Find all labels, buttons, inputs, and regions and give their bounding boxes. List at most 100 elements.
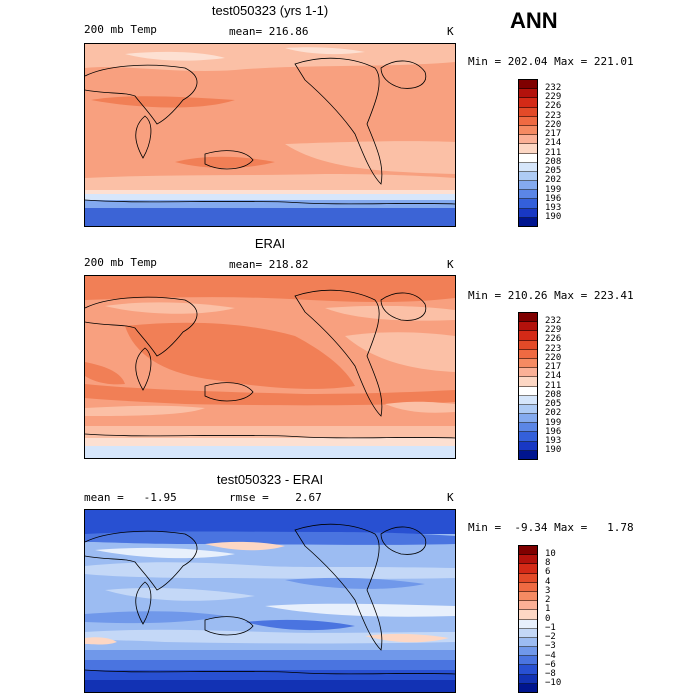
colorbar-tick-label: 3 (545, 585, 551, 596)
colorbar-swatch (519, 656, 537, 666)
colorbar-tick-label: 229 (545, 325, 562, 335)
colorbar-tick-label: 223 (545, 110, 562, 121)
colorbar-swatch (519, 377, 537, 387)
colorbar-swatch (519, 116, 537, 126)
panel-diff-minmax: Min = -9.34 Max = 1.78 (468, 521, 634, 534)
colorbar-swatch (519, 349, 537, 359)
colorbar-tick-label: 0 (545, 613, 551, 624)
colorbar-tick-label: 1 (545, 604, 551, 615)
colorbar-swatch (519, 591, 537, 602)
colorbar-tick-label: 220 (545, 119, 562, 130)
colorbar-swatch (519, 610, 537, 620)
colorbar-tick-label: 211 (545, 380, 562, 391)
colorbar-tick-label: 211 (545, 147, 562, 158)
colorbar-swatch (519, 368, 537, 378)
colorbar-swatch (519, 217, 537, 226)
colorbar-tick-label: −4 (545, 650, 556, 661)
colorbar-swatch (519, 162, 537, 172)
colorbar-swatch (519, 181, 537, 191)
colorbar-swatch (519, 199, 537, 209)
colorbar-swatch (519, 637, 537, 648)
colorbar-tick-label: 223 (545, 343, 562, 354)
colorbar-tick-label: 193 (545, 436, 562, 446)
colorbar-tick-label: 196 (545, 426, 562, 437)
colorbar-swatch (519, 89, 537, 99)
colorbar-tick-label: 226 (545, 101, 562, 112)
panel-model-field-label: 200 mb Temp (84, 23, 157, 36)
panel-obs-unit-label: K (447, 258, 454, 271)
colorbar-tick-label: 229 (545, 92, 562, 102)
colorbar-swatch (519, 573, 537, 583)
colorbar-tick-label: 232 (545, 82, 562, 93)
colorbar-tick-label: 220 (545, 352, 562, 363)
colorbar-tick-label: 205 (545, 399, 562, 409)
colorbar-swatch (519, 423, 537, 433)
colorbar-swatch (519, 564, 537, 574)
colorbar-swatch (519, 358, 537, 369)
colorbar-tick-label: 214 (545, 138, 562, 149)
colorbar-swatch (519, 619, 537, 629)
panel-obs-field-label: 200 mb Temp (84, 256, 157, 269)
colorbar-swatch (519, 683, 537, 692)
colorbar-tick-label: 10 (545, 548, 556, 559)
colorbar-swatch (519, 404, 537, 415)
colorbar-swatch (519, 144, 537, 154)
colorbar-swatch (519, 674, 537, 684)
colorbar-swatch (519, 647, 537, 657)
colorbar-tick-label: 232 (545, 315, 562, 326)
season-label: ANN (510, 8, 558, 33)
colorbar-swatch (519, 628, 537, 638)
colorbar-tick-label: 217 (545, 362, 562, 372)
colorbar-swatch (519, 601, 537, 611)
panel-model-mean-label: mean= 216.86 (229, 25, 309, 38)
colorbar-tick-label: 202 (545, 408, 562, 419)
colorbar-swatch (519, 665, 537, 675)
colorbar-swatch (519, 395, 537, 405)
panel-obs-colorbar (518, 312, 538, 460)
panel-diff-mean-label: mean = -1.95 (84, 491, 177, 504)
colorbar-tick-label: −2 (545, 632, 556, 642)
colorbar-tick-label: 8 (545, 558, 551, 568)
colorbar-tick-label: 214 (545, 371, 562, 382)
panel-diff-title: test050323 - ERAI (216, 472, 324, 487)
panel-obs-mean-label: mean= 218.82 (229, 258, 309, 271)
colorbar-tick-label: 6 (545, 567, 551, 578)
colorbar-tick-label: 2 (545, 595, 551, 605)
colorbar-tick-label: 226 (545, 334, 562, 345)
colorbar-tick-label: 217 (545, 129, 562, 139)
colorbar-swatch (519, 432, 537, 442)
colorbar-swatch (519, 414, 537, 424)
colorbar-swatch (519, 555, 537, 565)
colorbar-swatch (519, 340, 537, 350)
colorbar-tick-label: 202 (545, 175, 562, 186)
colorbar-tick-label: 208 (545, 389, 562, 400)
colorbar-tick-label: −8 (545, 669, 556, 679)
colorbar-swatch (519, 208, 537, 218)
colorbar-swatch (519, 546, 537, 556)
colorbar-tick-label: 4 (545, 576, 551, 587)
panel-obs-minmax: Min = 210.26 Max = 223.41 (468, 289, 634, 302)
colorbar-swatch (519, 441, 537, 451)
colorbar-tick-label: −10 (545, 678, 562, 689)
colorbar-tick-label: −6 (545, 659, 556, 670)
colorbar-swatch (519, 80, 537, 90)
colorbar-tick-label: −3 (545, 641, 556, 652)
colorbar-tick-label: 190 (545, 445, 562, 456)
colorbar-swatch (519, 125, 537, 136)
panel-model-unit-label: K (447, 25, 454, 38)
colorbar-swatch (519, 582, 537, 592)
colorbar-swatch (519, 107, 537, 117)
panel-diff-unit-label: K (447, 491, 454, 504)
colorbar-tick-label: 190 (545, 212, 562, 223)
colorbar-tick-label: 193 (545, 203, 562, 213)
panel-obs-title: ERAI (254, 236, 286, 251)
panel-model-map (84, 43, 456, 227)
colorbar-tick-label: 205 (545, 166, 562, 176)
colorbar-tick-label: 199 (545, 417, 562, 428)
panel-obs-map (84, 275, 456, 459)
colorbar-tick-label: 196 (545, 193, 562, 204)
colorbar-swatch (519, 190, 537, 200)
panel-model-title: test050323 (yrs 1-1) (211, 3, 329, 18)
colorbar-swatch (519, 98, 537, 108)
colorbar-tick-label: −1 (545, 622, 556, 633)
